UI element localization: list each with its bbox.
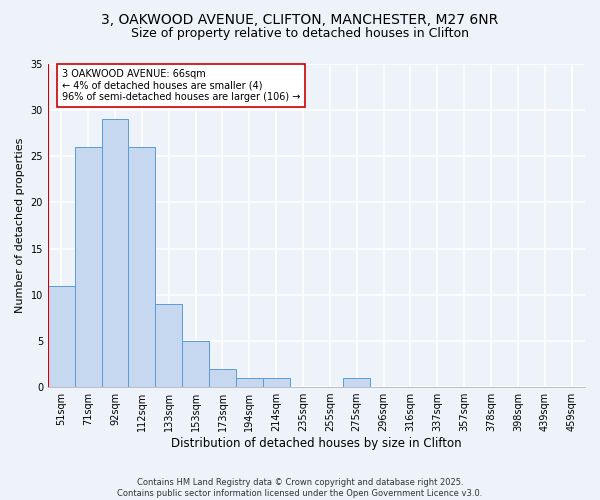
Text: 3, OAKWOOD AVENUE, CLIFTON, MANCHESTER, M27 6NR: 3, OAKWOOD AVENUE, CLIFTON, MANCHESTER, … bbox=[101, 12, 499, 26]
Text: Size of property relative to detached houses in Clifton: Size of property relative to detached ho… bbox=[131, 28, 469, 40]
Bar bbox=[182, 341, 209, 387]
Bar bbox=[236, 378, 263, 387]
Bar bbox=[128, 147, 155, 387]
Text: Contains HM Land Registry data © Crown copyright and database right 2025.
Contai: Contains HM Land Registry data © Crown c… bbox=[118, 478, 482, 498]
Bar bbox=[343, 378, 370, 387]
Y-axis label: Number of detached properties: Number of detached properties bbox=[15, 138, 25, 313]
X-axis label: Distribution of detached houses by size in Clifton: Distribution of detached houses by size … bbox=[171, 437, 462, 450]
Bar bbox=[263, 378, 290, 387]
Bar bbox=[75, 147, 101, 387]
Text: 3 OAKWOOD AVENUE: 66sqm
← 4% of detached houses are smaller (4)
96% of semi-deta: 3 OAKWOOD AVENUE: 66sqm ← 4% of detached… bbox=[62, 68, 300, 102]
Bar bbox=[155, 304, 182, 387]
Bar bbox=[101, 120, 128, 387]
Bar bbox=[209, 368, 236, 387]
Bar bbox=[48, 286, 75, 387]
